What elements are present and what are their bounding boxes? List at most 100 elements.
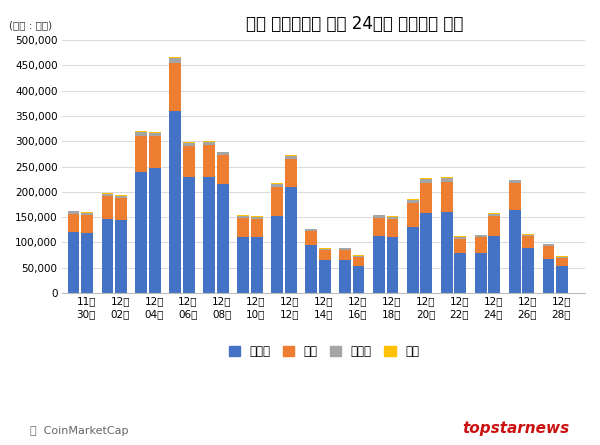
Text: Ⓜ  CoinMarketCap: Ⓜ CoinMarketCap	[30, 426, 128, 436]
Bar	[407, 227, 419, 293]
Bar	[339, 250, 351, 260]
Bar	[68, 214, 79, 232]
Bar	[441, 182, 452, 212]
Bar	[339, 247, 351, 248]
Bar	[542, 244, 554, 246]
Bar	[421, 183, 433, 213]
Bar	[81, 213, 93, 215]
Bar	[386, 219, 398, 238]
Bar	[305, 229, 317, 231]
Bar	[509, 181, 521, 183]
Bar	[136, 172, 148, 293]
Bar	[441, 212, 452, 293]
Bar	[285, 156, 296, 159]
Bar	[556, 258, 568, 266]
Bar	[522, 236, 534, 247]
Bar	[101, 193, 113, 194]
Bar	[441, 178, 452, 182]
Bar	[136, 133, 148, 136]
Bar	[68, 211, 79, 214]
Bar	[203, 141, 215, 142]
Bar	[217, 155, 229, 184]
Bar	[183, 177, 195, 293]
Bar	[454, 236, 466, 237]
Bar	[81, 233, 93, 293]
Bar	[542, 246, 554, 259]
Bar	[339, 260, 351, 293]
Title: 국내 코인거래소 최근 24시간 거래금액 추이: 국내 코인거래소 최근 24시간 거래금액 추이	[247, 15, 464, 33]
Bar	[149, 133, 161, 136]
Bar	[115, 198, 127, 220]
Bar	[421, 213, 433, 293]
Bar	[386, 216, 398, 217]
Bar	[454, 237, 466, 239]
Bar	[217, 153, 229, 155]
Bar	[373, 214, 385, 215]
Bar	[237, 216, 249, 218]
Bar	[169, 57, 181, 58]
Bar	[305, 245, 317, 293]
Bar	[81, 212, 93, 213]
Bar	[285, 187, 296, 293]
Bar	[271, 183, 283, 184]
Bar	[386, 217, 398, 219]
Bar	[421, 178, 433, 179]
Bar	[353, 257, 364, 266]
Bar	[373, 236, 385, 293]
Bar	[183, 143, 195, 146]
Bar	[169, 58, 181, 63]
Bar	[542, 259, 554, 293]
Bar	[475, 238, 487, 253]
Bar	[217, 151, 229, 153]
Bar	[217, 184, 229, 293]
Bar	[68, 210, 79, 211]
Bar	[373, 218, 385, 236]
Bar	[339, 248, 351, 250]
Bar	[169, 63, 181, 111]
Bar	[81, 215, 93, 233]
Bar	[183, 142, 195, 143]
Bar	[509, 180, 521, 181]
Bar	[454, 253, 466, 293]
Bar	[271, 184, 283, 187]
Text: topstarnews: topstarnews	[463, 421, 570, 436]
Bar	[488, 214, 500, 216]
Bar	[149, 168, 161, 293]
Bar	[101, 196, 113, 218]
Bar	[68, 232, 79, 293]
Bar	[353, 266, 364, 293]
Bar	[149, 132, 161, 133]
Bar	[251, 219, 263, 238]
Bar	[488, 213, 500, 214]
Bar	[475, 235, 487, 238]
Bar	[407, 199, 419, 200]
Bar	[407, 203, 419, 227]
Bar	[488, 216, 500, 236]
Bar	[203, 142, 215, 145]
Bar	[319, 248, 331, 249]
Bar	[407, 200, 419, 203]
Bar	[509, 183, 521, 210]
Bar	[149, 136, 161, 168]
Bar	[522, 235, 534, 236]
Bar	[237, 218, 249, 238]
Bar	[251, 238, 263, 293]
Bar	[319, 249, 331, 250]
Text: (단위 : 억원): (단위 : 억원)	[9, 20, 52, 30]
Bar	[454, 239, 466, 253]
Legend: 업비트, 빗썸, 코인원, 코빗: 업비트, 빗썸, 코인원, 코빗	[224, 340, 424, 363]
Bar	[305, 231, 317, 245]
Bar	[373, 215, 385, 218]
Bar	[251, 216, 263, 217]
Bar	[353, 256, 364, 257]
Bar	[115, 196, 127, 198]
Bar	[115, 220, 127, 293]
Bar	[386, 238, 398, 293]
Bar	[101, 218, 113, 293]
Bar	[136, 136, 148, 172]
Bar	[237, 238, 249, 293]
Bar	[509, 210, 521, 293]
Bar	[237, 215, 249, 216]
Bar	[136, 131, 148, 133]
Bar	[556, 257, 568, 258]
